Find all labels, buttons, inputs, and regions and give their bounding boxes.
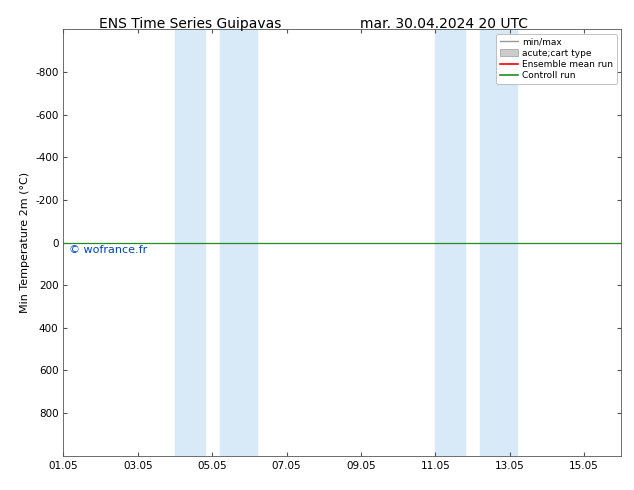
Bar — [436, 29, 465, 456]
Bar — [219, 29, 257, 456]
Legend: min/max, acute;cart type, Ensemble mean run, Controll run: min/max, acute;cart type, Ensemble mean … — [496, 34, 617, 84]
Bar — [175, 29, 205, 456]
Text: mar. 30.04.2024 20 UTC: mar. 30.04.2024 20 UTC — [360, 17, 527, 31]
Text: © wofrance.fr: © wofrance.fr — [69, 245, 147, 255]
Text: ENS Time Series Guipavas: ENS Time Series Guipavas — [99, 17, 281, 31]
Y-axis label: Min Temperature 2m (°C): Min Temperature 2m (°C) — [20, 172, 30, 313]
Bar — [480, 29, 517, 456]
